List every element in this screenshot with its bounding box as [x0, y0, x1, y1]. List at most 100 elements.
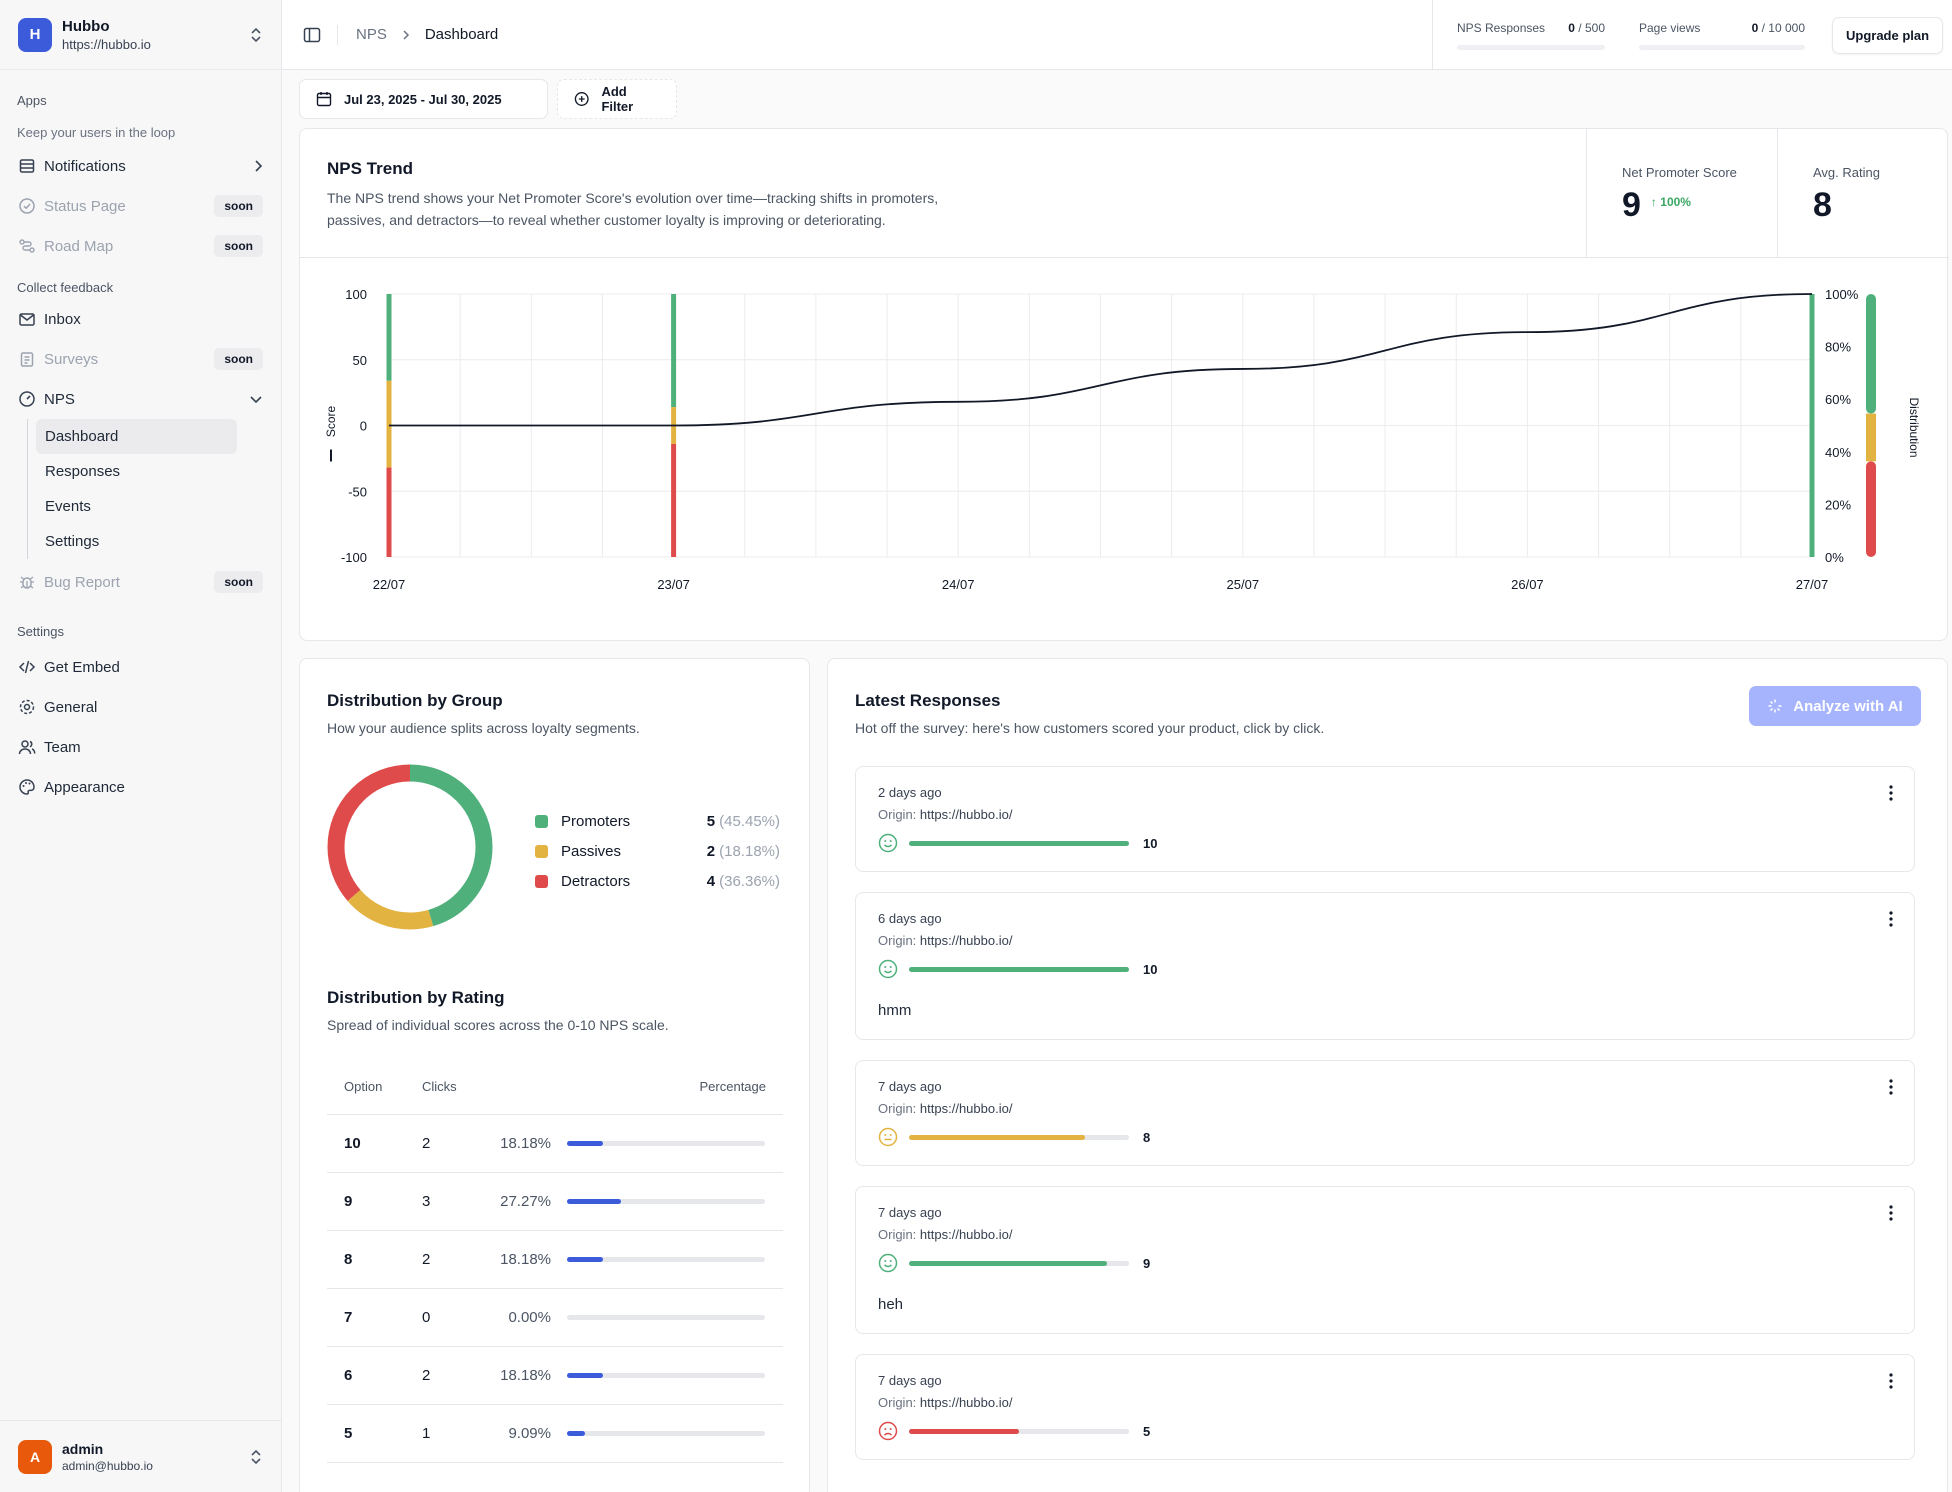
rating-option: 9 — [344, 1193, 353, 1210]
sidebar-item-bug-report[interactable]: Bug Report soon — [0, 562, 281, 602]
sidebar-item-nps[interactable]: NPS — [0, 379, 281, 419]
sidebar-item-notifications[interactable]: Notifications — [0, 146, 281, 186]
sidebar-item-appearance[interactable]: Appearance — [0, 767, 281, 807]
plus-circle-icon — [574, 92, 589, 106]
legend-swatch — [535, 814, 548, 828]
more-vertical-icon[interactable] — [1888, 1203, 1894, 1223]
rating-bar-fill — [567, 1141, 603, 1146]
table-row: 7 0 0.00% — [327, 1289, 783, 1347]
add-filter-button[interactable]: Add Filter — [557, 79, 677, 119]
soon-badge: soon — [214, 348, 263, 370]
response-item[interactable]: 7 days ago Origin: https://hubbo.io/9 heh — [855, 1186, 1915, 1334]
analyze-with-ai-button[interactable]: Analyze with AI — [1749, 686, 1921, 726]
breadcrumb: NPS Dashboard — [356, 26, 498, 43]
column-percentage: Percentage — [699, 1079, 767, 1094]
avatar: A — [18, 1439, 52, 1474]
group-donut-chart — [327, 764, 493, 930]
nps-score-stat: Net Promoter Score 9 ↑ 100% — [1622, 165, 1737, 225]
x-tick-label: 24/07 — [942, 577, 975, 592]
origin-url: https://hubbo.io/ — [919, 1101, 1013, 1116]
sidebar-item-general[interactable]: General — [0, 687, 281, 727]
breadcrumb-nps[interactable]: NPS — [356, 26, 387, 43]
sidebar-item-responses[interactable]: Responses — [45, 463, 121, 480]
response-comment: heh — [878, 1296, 904, 1313]
more-vertical-icon[interactable] — [1888, 909, 1894, 929]
legend-count: 5 — [706, 812, 716, 830]
sidebar-item-status-page[interactable]: Status Page soon — [0, 186, 281, 226]
response-time: 7 days ago — [878, 1079, 942, 1094]
check-circle-icon — [19, 198, 35, 214]
distribution-bar-promoters — [1809, 294, 1815, 557]
sad-face-icon — [878, 1421, 898, 1441]
rating-clicks: 1 — [422, 1425, 431, 1442]
happy-face-icon — [878, 1253, 898, 1273]
response-item[interactable]: 6 days ago Origin: https://hubbo.io/10 hmm — [855, 892, 1915, 1040]
response-score: 8 — [1143, 1130, 1151, 1145]
rating-table: Option Clicks Percentage 10 2 18.18% 9 3 27.2… — [327, 1059, 783, 1463]
chevrons-up-down-icon — [251, 27, 261, 42]
response-origin: Origin: https://hubbo.io/ — [878, 933, 1012, 948]
nps-trend-description-line: The NPS trend shows your Net Promoter Sc… — [327, 190, 939, 206]
sidebar-item-team[interactable]: Team — [0, 727, 281, 767]
sidebar-item-road-map[interactable]: Road Map soon — [0, 226, 281, 266]
topbar: NPS Dashboard NPS Responses 0 / 500 Page… — [282, 0, 1952, 70]
latest-responses-card: Latest Responses Hot off the survey: her… — [827, 658, 1948, 1492]
legend-swatch — [535, 844, 548, 858]
sidebar-item-label: Bug Report — [44, 573, 120, 591]
legend-item-detractors: Detractors 4 (36.36%) — [535, 866, 780, 896]
sidebar-item-get-embed[interactable]: Get Embed — [0, 647, 281, 687]
x-tick-label: 26/07 — [1511, 577, 1544, 592]
rating-bar-track — [567, 1199, 765, 1204]
response-item[interactable]: 2 days ago Origin: https://hubbo.io/10 — [855, 766, 1915, 872]
y-tick-label: -100 — [341, 550, 367, 565]
chevrons-up-down-icon — [251, 1449, 261, 1464]
sidebar-item-events[interactable]: Events — [45, 498, 91, 515]
sidebar-item-settings[interactable]: Settings — [45, 533, 100, 550]
response-origin: Origin: https://hubbo.io/ — [878, 1227, 1012, 1242]
more-vertical-icon[interactable] — [1888, 1077, 1894, 1097]
legend-count: 4 — [706, 872, 716, 890]
soon-badge: soon — [214, 195, 263, 217]
sidebar-item-inbox[interactable]: Inbox — [0, 299, 281, 339]
legend-count: 2 — [706, 842, 716, 860]
upgrade-plan-button[interactable]: Upgrade plan — [1832, 16, 1944, 54]
x-tick-label: 25/07 — [1227, 577, 1260, 592]
x-tick-label: 22/07 — [373, 577, 406, 592]
date-range-picker[interactable]: Jul 23, 2025 - Jul 30, 2025 — [299, 79, 548, 119]
response-time: 2 days ago — [878, 785, 942, 800]
user-email: admin@hubbo.io — [62, 1458, 153, 1473]
nps-trend-description-line: passives, and detractors—to reveal wheth… — [327, 212, 886, 228]
sidebar-toggle-icon[interactable] — [303, 26, 321, 44]
distribution-rating-title: Distribution by Rating — [327, 988, 505, 1007]
response-item[interactable]: 7 days ago Origin: https://hubbo.io/5 — [855, 1354, 1915, 1460]
more-vertical-icon[interactable] — [1888, 1371, 1894, 1391]
sidebar-item-surveys[interactable]: Surveys soon — [0, 339, 281, 379]
legend-percent: (18.18%) — [719, 842, 780, 860]
response-item[interactable]: 7 days ago Origin: https://hubbo.io/8 — [855, 1060, 1915, 1166]
sidebar-item-label: General — [44, 698, 98, 716]
bug-icon — [20, 576, 34, 589]
sidebar-item-dashboard[interactable]: Dashboard — [36, 419, 237, 454]
more-vertical-icon[interactable] — [1888, 783, 1894, 803]
analyze-label: Analyze with AI — [1793, 697, 1903, 715]
rating-bar-track — [567, 1431, 765, 1436]
settings-section-title: Settings — [17, 624, 64, 639]
usage-meters: NPS Responses 0 / 500 Page views 0 / 10 … — [1432, 0, 1944, 70]
clipboard-icon — [20, 352, 34, 367]
rating-option: 6 — [344, 1367, 353, 1384]
avg-rating-label: Avg. Rating — [1813, 165, 1880, 180]
nps-trend-chart: 100 50 0 -50 -100 100% 80% 60% 40% 20% 0% 22/07 23/0… — [324, 287, 1921, 592]
legend-item-passives: Passives 2 (18.18%) — [535, 836, 780, 866]
y-tick-label: 50 — [353, 353, 367, 368]
workspace-switcher[interactable]: H Hubbo https://hubbo.io — [0, 0, 281, 70]
rating-bar-track — [567, 1141, 765, 1146]
soon-badge: soon — [214, 235, 263, 257]
distribution-card: Distribution by Group How your audience … — [299, 658, 810, 1492]
filter-bar: Jul 23, 2025 - Jul 30, 2025 Add Filter — [299, 79, 677, 119]
latest-responses-title: Latest Responses — [855, 691, 1001, 710]
score-bar-track — [909, 967, 1129, 972]
add-filter-label: Add Filter — [601, 84, 634, 114]
user-menu[interactable]: A admin admin@hubbo.io — [0, 1420, 281, 1492]
nps-submenu: Dashboard Responses Events Settings — [27, 419, 281, 559]
table-row: 6 2 18.18% — [327, 1347, 783, 1405]
